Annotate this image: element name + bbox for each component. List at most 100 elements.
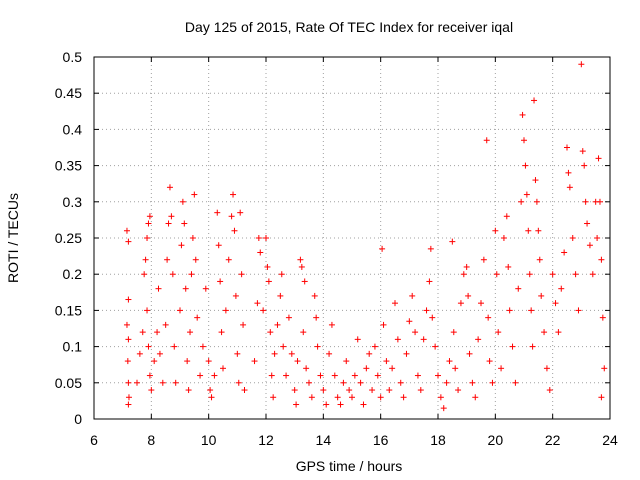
data-point	[205, 358, 212, 365]
data-point	[505, 263, 512, 270]
y-tick-label: 0.5	[63, 49, 83, 65]
data-point	[363, 365, 370, 372]
y-tick-label: 0.3	[63, 194, 83, 210]
plot-border	[93, 56, 611, 420]
data-point	[228, 213, 235, 220]
data-point	[260, 307, 267, 314]
data-point	[569, 235, 576, 241]
data-point	[232, 292, 239, 299]
data-point	[191, 191, 198, 198]
data-point	[251, 358, 258, 365]
data-point	[184, 358, 191, 365]
data-point	[532, 177, 539, 184]
data-point	[452, 365, 459, 372]
data-point	[230, 191, 237, 198]
data-point	[392, 300, 398, 307]
data-point	[188, 271, 195, 278]
data-point	[533, 198, 540, 205]
y-tick-label: 0	[74, 411, 82, 427]
data-point	[601, 365, 608, 372]
data-point	[288, 350, 295, 357]
data-point	[181, 220, 188, 227]
data-point	[564, 144, 570, 151]
data-point	[493, 271, 500, 278]
x-axis-label: GPS time / hours	[296, 458, 403, 474]
data-point	[538, 292, 545, 299]
data-point	[313, 314, 320, 321]
data-point	[234, 350, 241, 357]
data-point	[575, 307, 582, 314]
data-point	[561, 249, 568, 256]
data-point	[331, 372, 338, 379]
data-point	[371, 343, 378, 350]
data-point	[414, 372, 421, 379]
data-point	[531, 97, 538, 104]
x-tick-label: 16	[373, 432, 389, 448]
data-point	[535, 227, 542, 234]
data-point	[144, 307, 151, 314]
data-point	[543, 365, 550, 372]
data-point	[509, 343, 516, 350]
data-point	[565, 169, 572, 176]
data-point	[185, 387, 192, 394]
data-point	[166, 184, 173, 191]
data-point	[552, 300, 559, 307]
data-point	[429, 314, 436, 321]
data-point	[293, 401, 300, 408]
data-point	[469, 379, 476, 386]
data-point	[235, 379, 242, 386]
data-point	[512, 379, 519, 386]
data-point	[472, 394, 479, 401]
data-point	[427, 245, 434, 252]
data-point	[171, 343, 178, 350]
grid-lines	[94, 57, 610, 419]
y-tick-label: 0.2	[63, 266, 83, 282]
data-point	[500, 235, 507, 241]
data-point	[146, 372, 153, 379]
data-point	[483, 137, 490, 144]
data-point	[374, 372, 381, 379]
y-tick-label: 0.35	[55, 158, 82, 174]
data-point	[141, 271, 148, 278]
data-point	[523, 191, 530, 198]
x-tick-label: 20	[488, 432, 504, 448]
y-tick-label: 0.15	[55, 302, 82, 318]
data-point	[380, 321, 387, 328]
data-point	[300, 329, 307, 336]
y-tick-label: 0.05	[55, 375, 82, 391]
data-point	[168, 213, 175, 220]
data-point	[389, 365, 396, 372]
data-point	[475, 336, 482, 343]
data-point	[217, 278, 224, 285]
data-point	[457, 300, 464, 307]
data-point	[397, 379, 404, 386]
data-point	[211, 372, 218, 379]
data-point	[546, 387, 553, 394]
data-point	[366, 350, 373, 357]
data-point	[257, 249, 264, 256]
data-point	[179, 198, 186, 205]
data-point	[518, 198, 525, 205]
data-point	[268, 372, 275, 379]
data-point	[403, 350, 410, 357]
data-point	[314, 343, 321, 350]
data-point	[328, 321, 335, 328]
data-point	[555, 329, 562, 336]
data-point	[515, 285, 522, 292]
data-point	[238, 271, 245, 278]
data-point	[460, 271, 467, 278]
data-point	[357, 379, 364, 386]
data-point	[337, 401, 344, 408]
y-tick-label: 0.1	[63, 339, 83, 355]
data-point	[599, 314, 606, 321]
data-point	[164, 256, 171, 263]
data-point	[237, 209, 244, 216]
data-point	[177, 307, 183, 314]
data-point	[151, 358, 158, 365]
data-point	[165, 220, 172, 227]
data-point	[455, 387, 462, 394]
data-point	[465, 292, 472, 299]
data-points	[123, 61, 608, 412]
data-point	[159, 379, 166, 386]
data-point	[525, 227, 532, 234]
